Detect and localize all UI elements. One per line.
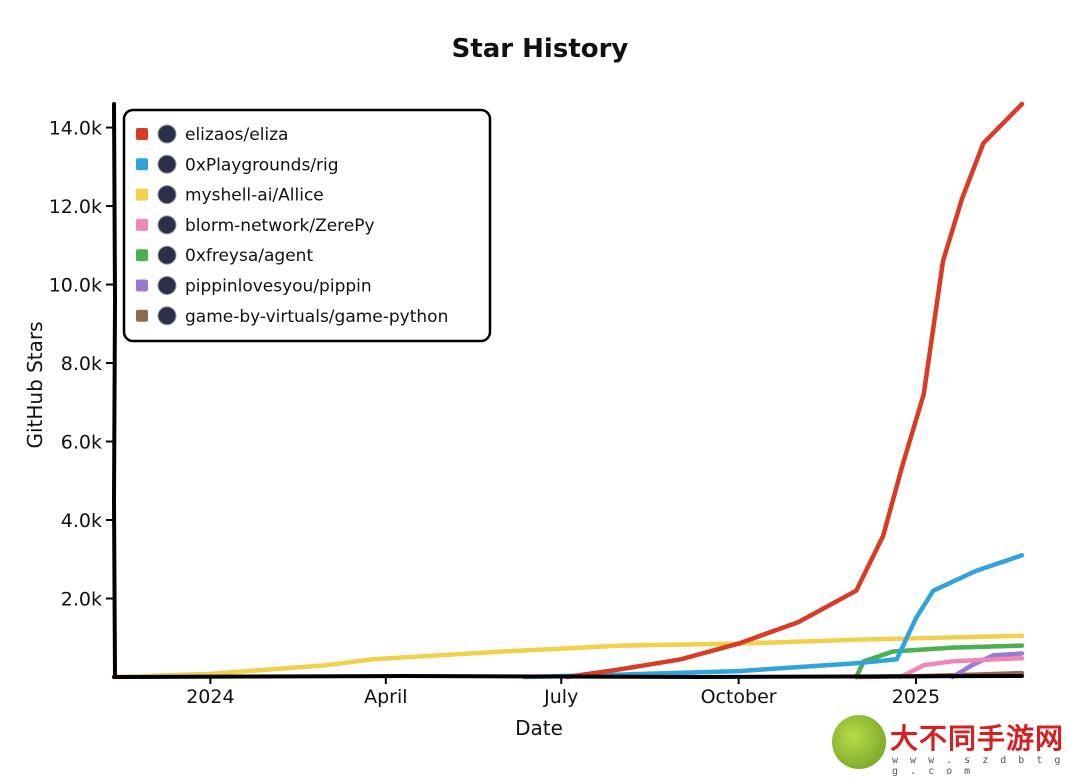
legend-swatch xyxy=(136,218,148,231)
watermark-url: w w w . s z d b t g g . c o m xyxy=(892,755,1064,777)
x-tick-label: 2025 xyxy=(892,686,940,708)
series-line-myshell-ai xyxy=(111,633,1025,680)
y-tick-label: 8.0k xyxy=(61,353,102,375)
series-line-elizaos xyxy=(564,101,1025,680)
y-tick-label: 14.0k xyxy=(49,118,102,140)
leaf-logo-icon xyxy=(832,715,886,769)
gear-logo-icon xyxy=(157,215,177,235)
legend-label: game-by-virtuals/game-python xyxy=(185,307,448,327)
plot-area xyxy=(111,101,1025,680)
avatar-icon xyxy=(157,245,177,265)
avatar-icon xyxy=(157,124,177,144)
y-axis-label: GitHub Stars xyxy=(23,321,47,448)
legend-swatch xyxy=(136,249,148,262)
myshell-logo-icon xyxy=(157,185,177,205)
legend-label: elizaos/eliza xyxy=(185,125,288,145)
legend-label: 0xPlaygrounds/rig xyxy=(185,155,339,175)
legend-label: blorm-network/ZerePy xyxy=(185,216,375,236)
legend-swatch xyxy=(136,128,148,140)
legend: elizaos/eliza 0xPlaygrounds/rig myshell-ai… xyxy=(122,108,492,343)
x-tick-label: October xyxy=(701,686,777,708)
legend-label: 0xfreysa/agent xyxy=(185,246,313,266)
legend-swatch xyxy=(136,309,148,322)
legend-box xyxy=(122,108,492,343)
x-tick-label: April xyxy=(364,686,407,708)
game-logo-icon xyxy=(157,306,177,326)
series-line-0xfreysa xyxy=(853,643,1025,680)
x-tick-label: 2024 xyxy=(186,686,234,708)
rig-logo-icon xyxy=(157,154,177,174)
legend-swatch xyxy=(136,158,148,171)
x-tick-label: July xyxy=(543,686,578,708)
x-axis-label: Date xyxy=(515,716,563,740)
y-axis-ticks: 2.0k 4.0k 6.0k 8.0k 10.0k 12.0k 14.0k xyxy=(49,118,114,611)
x-axis-ticks: 2024 April July October 2025 xyxy=(186,677,940,708)
y-axis xyxy=(111,102,118,679)
y-tick-label: 6.0k xyxy=(61,432,102,454)
y-tick-label: 12.0k xyxy=(49,196,102,218)
legend-label: pippinlovesyou/pippin xyxy=(185,277,372,297)
x-axis xyxy=(112,673,1024,680)
pippin-logo-icon xyxy=(157,276,177,295)
watermark: 大不同手游网 w w w . s z d b t g g . c o m xyxy=(832,715,1072,777)
chart-title: Star History xyxy=(452,34,629,64)
y-tick-label: 4.0k xyxy=(61,510,102,532)
legend-swatch xyxy=(136,279,148,292)
y-tick-label: 2.0k xyxy=(61,589,102,611)
series-line-0xplaygrounds xyxy=(522,553,1025,680)
y-tick-label: 10.0k xyxy=(49,275,102,297)
legend-swatch xyxy=(136,188,148,201)
watermark-text: 大不同手游网 xyxy=(890,722,1065,755)
legend-label: myshell-ai/Allice xyxy=(185,186,324,206)
